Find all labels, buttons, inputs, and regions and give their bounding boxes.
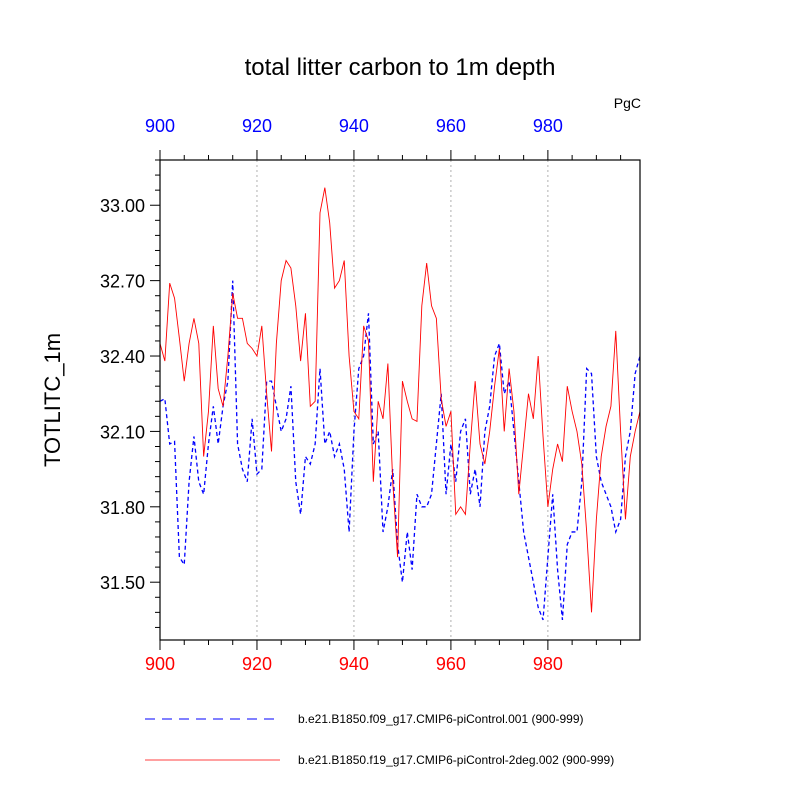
tick-labels: 900 900 920 920 940 940 960 960 980 980 31.50 31.80… xyxy=(100,116,563,674)
x-tick-label-bottom: 900 xyxy=(145,654,175,674)
y-tick-label: 31.80 xyxy=(100,498,145,518)
x-tick-label-bottom: 960 xyxy=(436,654,466,674)
y-tick-label: 32.40 xyxy=(100,347,145,367)
y-tick-label: 32.10 xyxy=(100,422,145,442)
chart-title: total litter carbon to 1m depth xyxy=(245,54,556,81)
legend-label-blue: b.e21.B1850.f09_g17.CMIP6-piControl.001 … xyxy=(298,712,584,726)
y-tick-label: 32.70 xyxy=(100,272,145,292)
y-tick-label: 33.00 xyxy=(100,196,145,216)
legend-label-red: b.e21.B1850.f19_g17.CMIP6-piControl-2deg… xyxy=(298,753,614,767)
series-line-0 xyxy=(159,280,641,621)
x-tick-label-top: 960 xyxy=(436,116,466,136)
x-tick-label-top: 940 xyxy=(339,116,369,136)
x-tick-label-top: 920 xyxy=(242,116,272,136)
x-tick-label-bottom: 980 xyxy=(533,654,563,674)
x-tick-label-top: 900 xyxy=(145,116,175,136)
y-tick-label: 31.50 xyxy=(100,573,145,593)
series-group xyxy=(159,187,641,621)
axes xyxy=(150,150,641,650)
units-label: PgC xyxy=(614,95,641,111)
x-tick-label-bottom: 920 xyxy=(242,654,272,674)
x-tick-label-top: 980 xyxy=(533,116,563,136)
plot-frame xyxy=(159,159,641,641)
y-axis-label: TOTLITC_1m xyxy=(40,333,65,467)
x-tick-label-bottom: 940 xyxy=(339,654,369,674)
series-line-1 xyxy=(159,187,641,613)
grid-lines xyxy=(256,160,549,640)
legend: b.e21.B1850.f09_g17.CMIP6-piControl.001 … xyxy=(145,712,614,767)
